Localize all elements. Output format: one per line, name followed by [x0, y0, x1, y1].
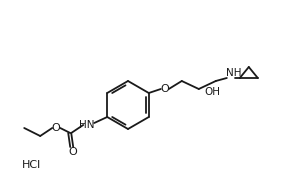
Text: NH: NH [226, 68, 242, 78]
Text: HCl: HCl [22, 160, 41, 170]
Text: O: O [160, 84, 169, 94]
Text: O: O [52, 123, 61, 133]
Text: HN: HN [79, 120, 95, 130]
Text: O: O [69, 147, 78, 157]
Text: OH: OH [205, 87, 221, 97]
